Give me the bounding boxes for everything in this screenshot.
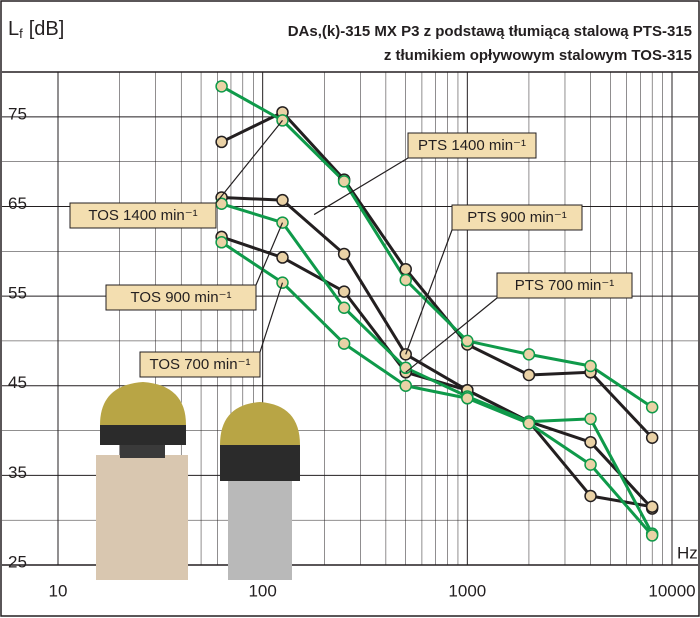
data-point xyxy=(645,500,659,513)
annotation-box xyxy=(407,132,537,159)
chart-subtitle: z tłumikiem opływowym stalowym TOS-315 xyxy=(384,47,692,64)
photo-cylinder xyxy=(228,480,292,580)
annotation-label: PTS 700 min⁻¹ xyxy=(515,277,615,294)
y-tick-label: 35 xyxy=(8,463,27,482)
annotation-box xyxy=(105,284,257,311)
y-axis-label: Lf [dB] xyxy=(8,18,64,41)
y-tick-label: 65 xyxy=(8,194,27,213)
annotation-label: TOS 700 min⁻¹ xyxy=(149,356,250,373)
data-point xyxy=(645,529,659,542)
x-tick-label: 100 xyxy=(248,581,276,600)
data-point xyxy=(215,236,228,249)
data-point xyxy=(645,431,659,444)
data-point xyxy=(399,379,412,392)
data-point xyxy=(337,247,351,261)
data-point xyxy=(584,489,597,503)
photo-dome xyxy=(100,382,186,425)
annotation-leader xyxy=(215,120,283,204)
series-line xyxy=(220,110,654,439)
y-tick-label: 25 xyxy=(8,552,27,571)
data-point xyxy=(337,301,351,314)
x-unit: Hz xyxy=(677,543,698,562)
annotation-label: PTS 1400 min⁻¹ xyxy=(418,137,526,154)
data-point xyxy=(461,334,474,348)
data-point xyxy=(215,135,228,149)
data-point xyxy=(522,368,536,382)
series-line xyxy=(220,85,654,409)
chart-title: DAs,(k)-315 MX P3 z podstawą tłumiącą st… xyxy=(288,23,692,40)
lines xyxy=(215,80,659,542)
data-point xyxy=(337,285,351,298)
photo-dome xyxy=(220,402,300,445)
y-tick-label: 55 xyxy=(8,284,27,303)
photo-part xyxy=(220,445,300,481)
annotation-leader xyxy=(255,222,284,286)
photo-box xyxy=(96,455,188,580)
series-line xyxy=(220,241,654,537)
data-point xyxy=(584,458,597,471)
annotation-leader xyxy=(313,157,409,216)
annotation-label: PTS 900 min⁻¹ xyxy=(467,209,567,226)
x-tick-label: 10 xyxy=(49,581,68,600)
annotations: PTS 1400 min⁻¹ PTS 900 min⁻¹ PTS 700 min⁻¹… xyxy=(69,120,633,378)
annotation-box xyxy=(496,272,633,299)
data-point xyxy=(276,193,289,207)
data-point xyxy=(399,262,412,276)
data-point xyxy=(337,337,351,350)
data-point xyxy=(584,359,597,373)
annotation-box xyxy=(451,204,583,231)
data-point xyxy=(276,251,289,264)
data-point xyxy=(522,348,536,361)
annotation-box xyxy=(139,351,261,378)
data-point xyxy=(337,175,351,188)
photo-part xyxy=(100,425,186,445)
data-point xyxy=(461,392,474,405)
annotation-box xyxy=(69,202,217,229)
data-point xyxy=(522,417,536,430)
data-point xyxy=(645,400,659,414)
x-tick-label: 10000 xyxy=(648,581,695,600)
data-point xyxy=(584,412,597,426)
annotation-label: TOS 1400 min⁻¹ xyxy=(88,207,197,224)
annotation-leader xyxy=(405,229,453,355)
series-line xyxy=(221,195,654,510)
y-tick-label: 45 xyxy=(8,373,27,392)
annotation-leader xyxy=(405,297,498,373)
series-line xyxy=(221,202,654,535)
data-point xyxy=(399,273,412,287)
data-point xyxy=(215,80,228,93)
data-point xyxy=(584,435,597,449)
x-tick-label: 1000 xyxy=(448,581,486,600)
product-photo xyxy=(96,382,300,580)
annotation-label: TOS 900 min⁻¹ xyxy=(130,289,231,306)
y-tick-label: 75 xyxy=(8,104,27,123)
annotation-leader xyxy=(259,282,284,353)
